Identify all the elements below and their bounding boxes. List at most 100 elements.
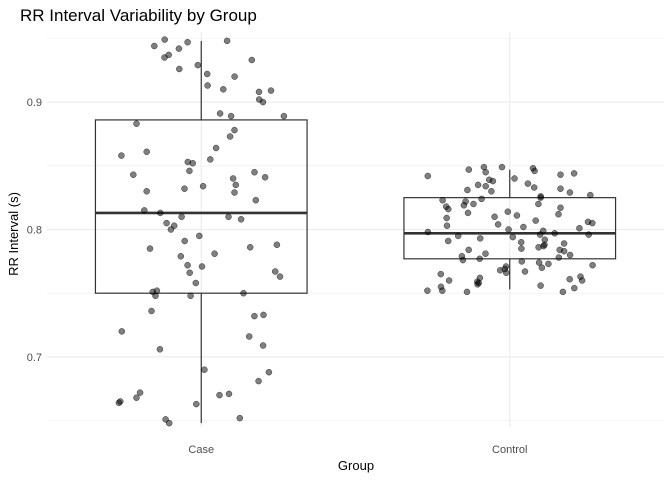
data-point [167,226,175,233]
data-point [530,184,538,191]
data-point [518,245,525,252]
data-point [501,265,509,273]
grid-layer [47,32,664,427]
data-point [204,82,211,89]
y-tick-label: 0.9 [27,97,42,109]
data-point [587,191,594,199]
data-point [541,236,549,243]
data-point [157,209,164,217]
data-point [276,273,284,280]
data-point [478,195,485,203]
data-point [537,193,544,200]
data-point [424,287,431,294]
data-point [520,223,527,231]
data-point [225,213,232,221]
data-point [199,182,207,190]
data-point [570,170,578,177]
data-point [226,133,234,140]
data-point [161,54,168,61]
data-point [521,268,529,275]
data-point [566,251,574,259]
data-point [498,163,506,171]
data-point [555,210,562,218]
data-point [424,228,432,236]
data-point [443,214,450,222]
data-point [509,233,517,241]
data-point [491,213,498,221]
data-point [198,263,206,270]
data-point [231,189,238,196]
data-point [176,65,183,73]
data-point [194,61,202,69]
data-point [465,166,473,173]
data-point [559,288,567,296]
axis-layer: 0.7 0.8 0.9 Case Control [27,97,528,456]
data-point [146,245,154,252]
data-point [203,70,211,78]
data-point [488,188,495,195]
data-point [245,333,253,340]
data-point [265,368,273,376]
data-point [186,167,193,175]
data-point [555,254,563,261]
data-point [220,86,227,93]
data-point [255,96,263,103]
data-point [513,212,521,219]
data-point [156,346,164,353]
data-point [252,196,260,204]
data-point [443,222,451,229]
data-point [229,175,237,182]
data-point [211,250,218,257]
data-point [118,328,126,335]
data-point [260,311,267,319]
box-iqr [94,119,308,294]
data-point [236,414,244,422]
data-point [248,56,256,64]
data-point [130,171,137,178]
data-point [460,202,468,209]
data-point [223,37,231,45]
data-point [482,182,489,190]
data-point [231,126,238,134]
data-point [227,112,235,120]
data-point [589,261,596,269]
data-point [259,342,267,349]
data-point [152,292,159,300]
data-point [184,38,191,46]
data-point [207,156,214,163]
data-point [524,180,532,187]
data-point [163,219,170,227]
data-point [459,256,467,264]
data-point [161,36,168,43]
data-point [178,213,185,221]
data-point [576,224,583,232]
data-point [439,196,446,204]
data-point [538,264,546,271]
data-point [474,181,482,189]
data-point [175,45,183,52]
data-point [566,275,573,283]
data-point [505,226,512,233]
data-point [267,87,275,94]
data-point [557,171,564,178]
data-point [517,238,525,246]
data-point [535,200,542,208]
data-point [280,112,288,120]
data-point [476,255,483,263]
point-layer [115,36,596,427]
data-point [584,218,592,226]
data-point [482,250,489,257]
data-point [255,88,263,96]
data-point [444,237,452,245]
data-point [118,152,125,159]
data-point [186,269,193,277]
data-point [187,292,194,300]
data-point [216,110,224,117]
data-point [193,400,200,408]
data-point [251,168,258,176]
data-point [445,205,452,213]
data-point [424,172,432,180]
data-point [571,284,578,292]
data-point [181,185,188,192]
y-tick-label: 0.8 [27,225,42,237]
